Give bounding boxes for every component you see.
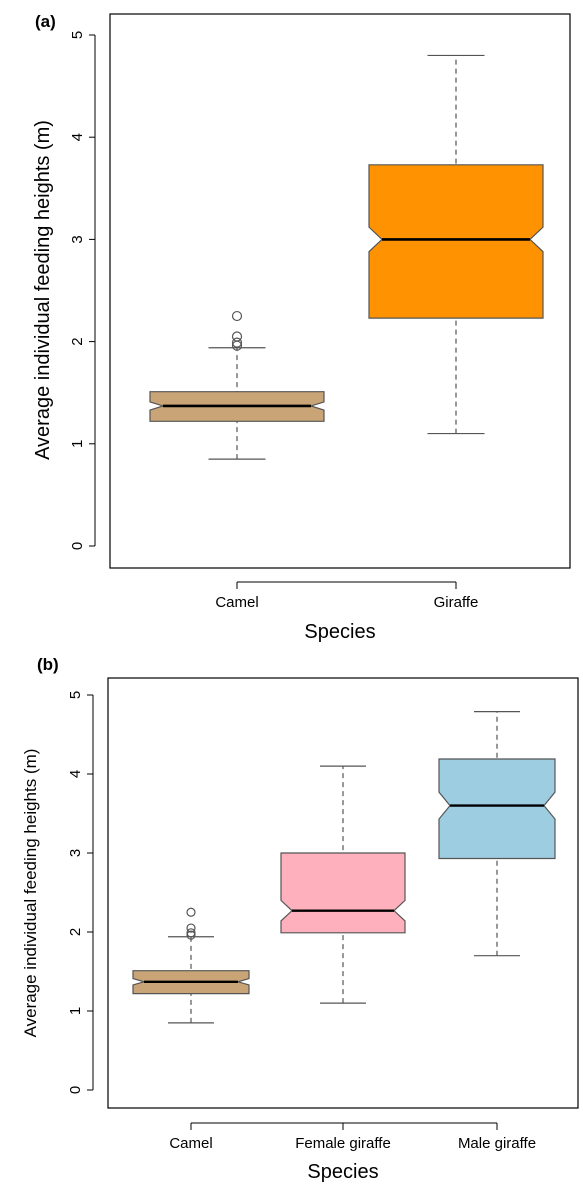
panel-a-ytick-label: 3 [69,235,86,243]
panel-a-plot-frame [109,13,571,569]
panel-b-xtick-label-female-giraffe: Female giraffe [295,1135,391,1152]
panel-b-camel-outliers [186,907,196,940]
panel-a-ytick-label: 1 [69,440,86,448]
panel-b-xtick-label-camel: Camel [169,1135,212,1152]
panel-b-ytick-label: 4 [67,770,84,778]
panel-a-ytick-label: 5 [69,31,86,39]
panel-b-camel-outlier [186,928,196,938]
panel-a-x-axis-title: Species [304,621,375,643]
panel-a-xtick-label-giraffe: Giraffe [434,594,479,611]
panel-a-ytick-label: 2 [69,337,86,345]
panel-b-ytick-label: 5 [67,691,84,699]
panel-b-camel-outlier [186,923,196,933]
panel-b-box-female-giraffe [280,765,406,1004]
panel-a-label: (a) [35,12,56,31]
panel-b-ytick-label: 0 [67,1086,84,1094]
panel-b-y-axis-title: Average individual feeding heights (m) [21,749,40,1038]
panel-a: (a) 0 1 2 3 4 5 Camel Giraffe Species Av… [32,12,571,643]
panel-a-camel-outlier [231,331,243,342]
panel-b-ytick-label: 1 [67,1007,84,1015]
panel-b-yticks: 0 1 2 3 4 5 [67,691,93,1094]
panel-a-camel-outlier [231,310,243,322]
panel-a-ytick-label: 4 [69,133,86,141]
panel-b-x-axis-title: Species [307,1161,378,1183]
panel-a-ytick-label: 0 [69,542,86,550]
panel-a-giraffe-box [368,164,544,319]
panel-b-female-giraffe-box [280,852,406,934]
panel-a-box-giraffe [368,54,544,435]
panel-b-box-camel [132,907,250,1024]
panel-b-plot-frame [107,677,579,1109]
panel-b-camel-outlier [186,930,196,940]
panel-b-ytick-label: 3 [67,849,84,857]
panel-b: (b) 0 1 2 3 4 5 Camel Female giraffe Mal… [21,655,579,1183]
panel-b-male-giraffe-box [438,758,556,860]
panel-b-camel-outlier [186,907,196,917]
panel-a-yticks: 0 1 2 3 4 5 [69,31,95,550]
panel-a-xtick-label-camel: Camel [215,594,258,611]
panel-b-label: (b) [37,655,59,674]
panel-a-y-axis-title: Average individual feeding heights (m) [32,120,54,460]
panel-b-ytick-label: 2 [67,928,84,936]
panel-b-xtick-label-male-giraffe: Male giraffe [458,1135,536,1152]
panel-a-camel-outlier [231,337,243,348]
panel-a-box-camel [149,310,325,460]
panel-a-camel-outliers [231,310,243,351]
panel-b-box-male-giraffe [438,710,556,957]
